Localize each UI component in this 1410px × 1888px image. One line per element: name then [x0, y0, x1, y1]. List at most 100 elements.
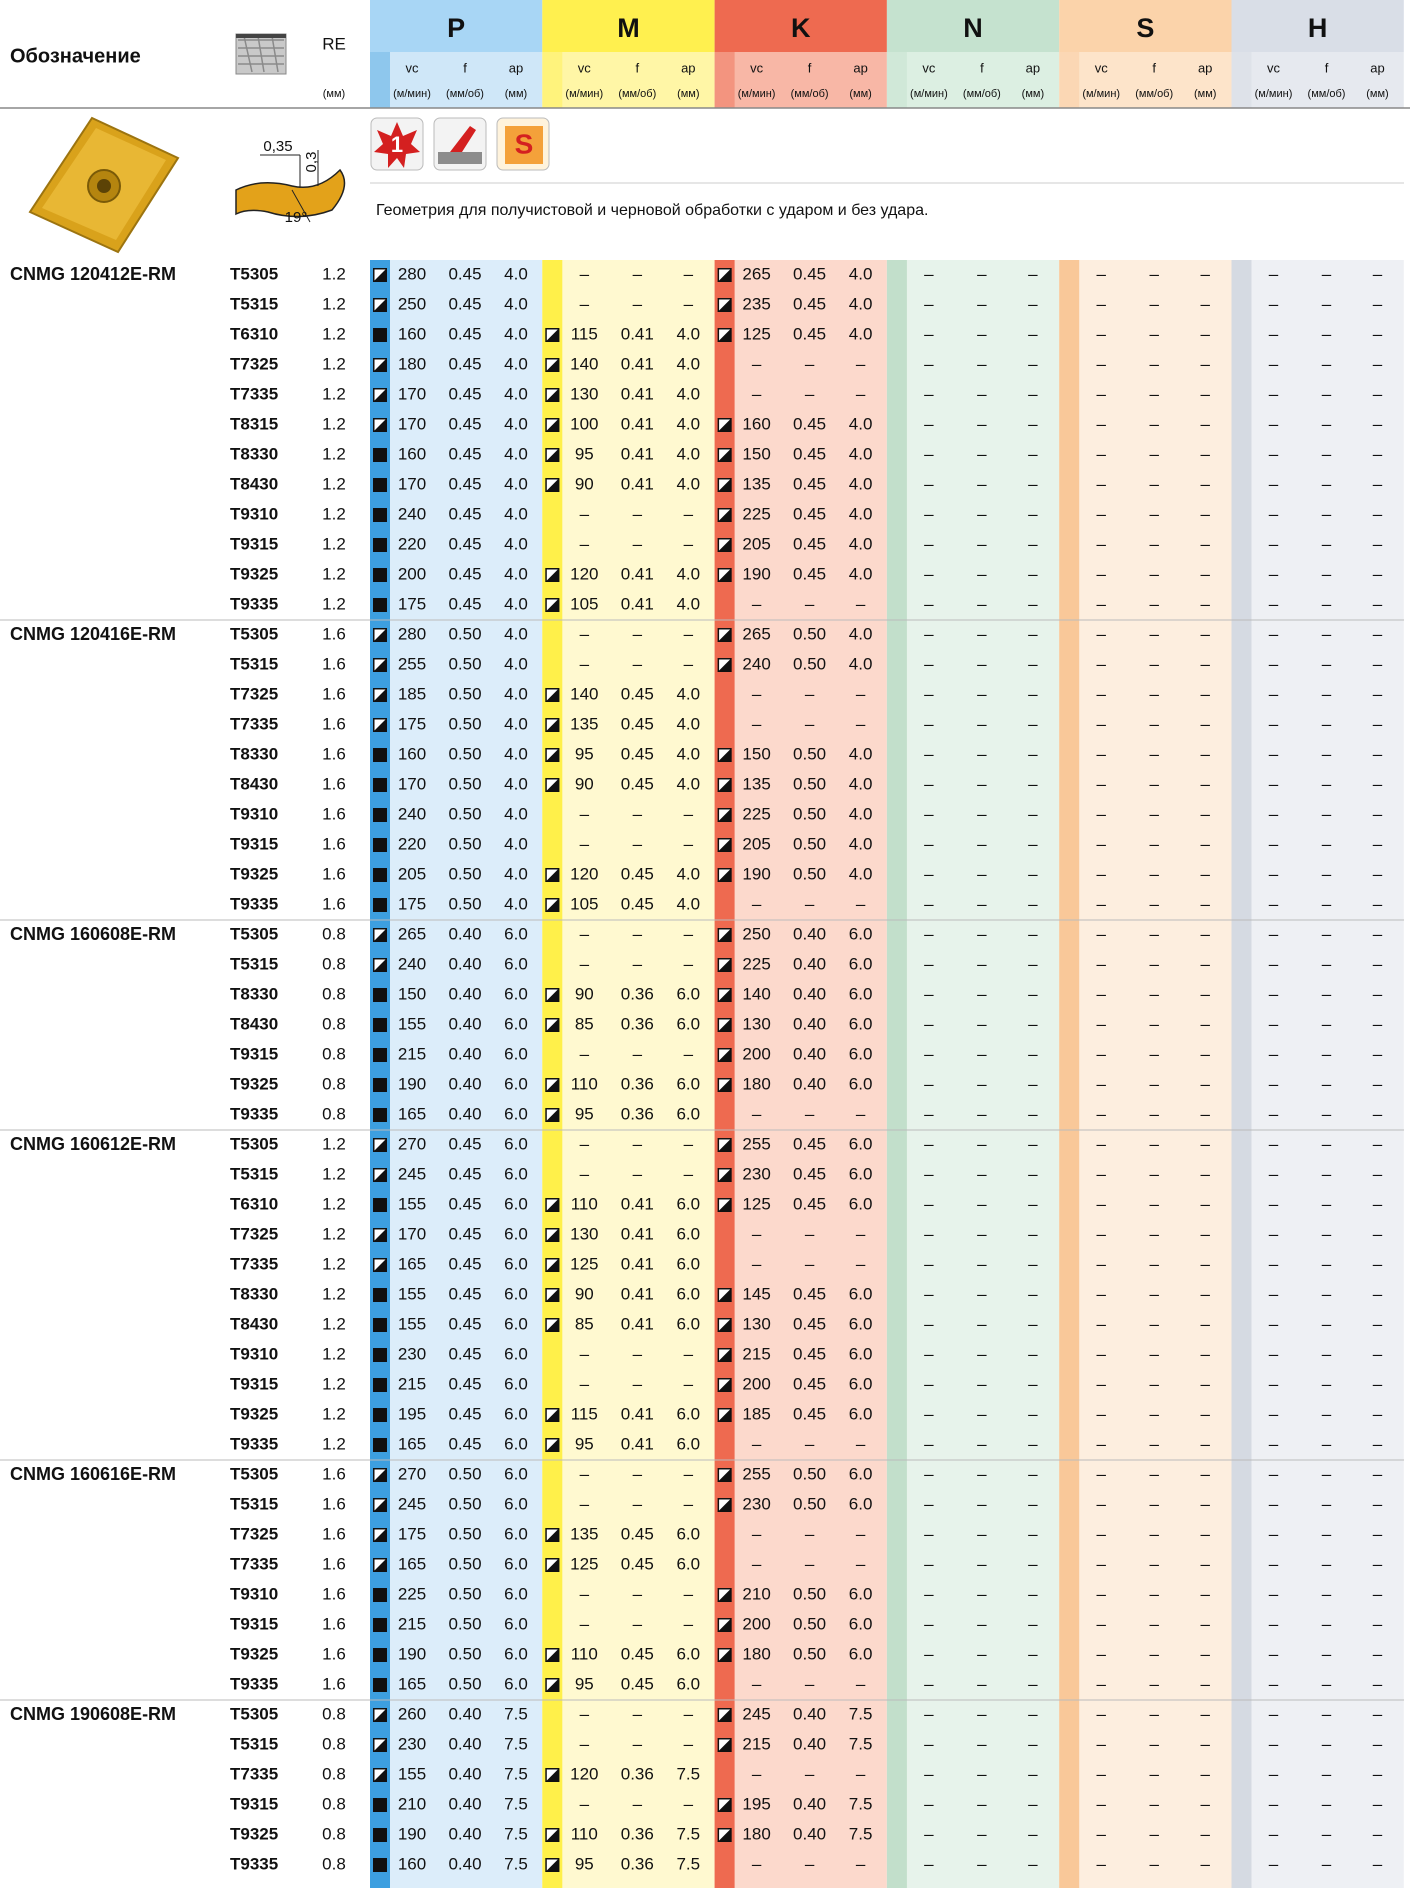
cell-dash: – [1322, 684, 1332, 703]
re: 1.2 [322, 1134, 346, 1153]
grade-icon [545, 1648, 560, 1662]
cell-value: 85 [575, 1014, 594, 1033]
cell-dash: – [977, 1044, 987, 1063]
cell-dash: – [1322, 1194, 1332, 1213]
cell-dash: – [1028, 1584, 1038, 1603]
grade: T9325 [230, 1074, 278, 1093]
cell-value: 7.5 [676, 1854, 700, 1873]
cell-dash: – [1200, 924, 1210, 943]
cell-dash: – [924, 1824, 934, 1843]
icon-half-fill [545, 748, 560, 762]
cell-dash: – [633, 954, 643, 973]
grade-icon [545, 778, 560, 792]
icon-half-fill [545, 868, 560, 882]
cell-dash: – [1096, 684, 1106, 703]
cell-dash: – [924, 1074, 934, 1093]
cell-dash: – [1200, 1794, 1210, 1813]
grade-icon [373, 268, 387, 282]
cell-dash: – [1028, 1554, 1038, 1573]
cell-value: 7.5 [504, 1764, 528, 1783]
cell-value: 0.45 [448, 504, 481, 523]
column-unit: (мм/об) [1135, 88, 1173, 100]
cell-value: 205 [742, 834, 770, 853]
cell-value: 210 [398, 1794, 426, 1813]
cell-dash: – [1322, 984, 1332, 1003]
grade-icon [717, 508, 732, 522]
cell-dash: – [1322, 1134, 1332, 1153]
cell-dash: – [1149, 594, 1159, 613]
cell-value: 0.50 [448, 894, 481, 913]
cell-dash: – [1096, 1734, 1106, 1753]
cell-dash: – [684, 1134, 694, 1153]
cell-dash: – [1269, 1104, 1279, 1123]
cell-value: 4.0 [504, 414, 528, 433]
cell-value: 95 [575, 1674, 594, 1693]
grade: T5305 [230, 1464, 278, 1483]
cell-value: 0.45 [793, 1194, 826, 1213]
cell-dash: – [633, 534, 643, 553]
cell-dash: – [1322, 1074, 1332, 1093]
cell-dash: – [1096, 294, 1106, 313]
cell-value: 0.40 [448, 954, 481, 973]
cell-dash: – [924, 1584, 934, 1603]
cell-dash: – [1269, 804, 1279, 823]
cell-dash: – [1149, 564, 1159, 583]
cell-value: 240 [742, 654, 770, 673]
grade-icon [717, 1078, 732, 1092]
grade-icon [373, 808, 387, 822]
grade-icon [717, 268, 732, 282]
cell-value: 6.0 [676, 1074, 700, 1093]
cell-dash: – [1028, 1284, 1038, 1303]
cell-dash: – [924, 1014, 934, 1033]
cell-dash: – [924, 1164, 934, 1183]
cell-value: 0.45 [448, 264, 481, 283]
icon-half-fill [545, 1858, 560, 1872]
re: 1.2 [322, 294, 346, 313]
grade-icon [373, 568, 387, 582]
cell-dash: – [752, 354, 762, 373]
cell-dash: – [805, 1554, 815, 1573]
designation: CNMG 120416E-RM [10, 624, 176, 644]
cell-dash: – [752, 1254, 762, 1273]
cell-dash: – [1269, 744, 1279, 763]
cell-dash: – [580, 834, 590, 853]
cell-dash: – [1096, 1584, 1106, 1603]
cell-dash: – [1200, 1464, 1210, 1483]
cell-value: 4.0 [676, 594, 700, 613]
cell-dash: – [1200, 354, 1210, 373]
cell-dash: – [1200, 1224, 1210, 1243]
cell-dash: – [977, 444, 987, 463]
cell-dash: – [977, 1584, 987, 1603]
cell-value: 0.50 [448, 804, 481, 823]
icon-half-fill [373, 418, 387, 432]
cell-value: 6.0 [504, 1524, 528, 1543]
grade-icon [373, 1108, 387, 1122]
cell-dash: – [1322, 654, 1332, 673]
cell-dash: – [977, 1104, 987, 1123]
cell-dash: – [1149, 324, 1159, 343]
cell-dash: – [1269, 1134, 1279, 1153]
cell-dash: – [1096, 564, 1106, 583]
cell-value: 110 [571, 1824, 598, 1843]
cell-value: 155 [398, 1764, 426, 1783]
cell-value: 0.45 [793, 534, 826, 553]
cell-dash: – [1028, 1314, 1038, 1333]
cell-dash: – [1373, 1194, 1383, 1213]
cell-value: 200 [742, 1044, 770, 1063]
cell-dash: – [1149, 1404, 1159, 1423]
designation: CNMG 160612E-RM [10, 1134, 176, 1154]
column-header: vc [406, 60, 420, 75]
dimension-label: 19° [285, 209, 308, 226]
icon-half-fill [545, 388, 560, 402]
cell-dash: – [1149, 384, 1159, 403]
cell-dash: – [924, 1314, 934, 1333]
cell-value: 6.0 [849, 1614, 873, 1633]
cell-dash: – [924, 924, 934, 943]
cell-value: 230 [398, 1344, 426, 1363]
cell-dash: – [1269, 564, 1279, 583]
cell-dash: – [684, 1464, 694, 1483]
cell-dash: – [684, 1704, 694, 1723]
cell-dash: – [1149, 714, 1159, 733]
cell-value: 0.45 [621, 894, 654, 913]
re: 1.2 [322, 384, 346, 403]
